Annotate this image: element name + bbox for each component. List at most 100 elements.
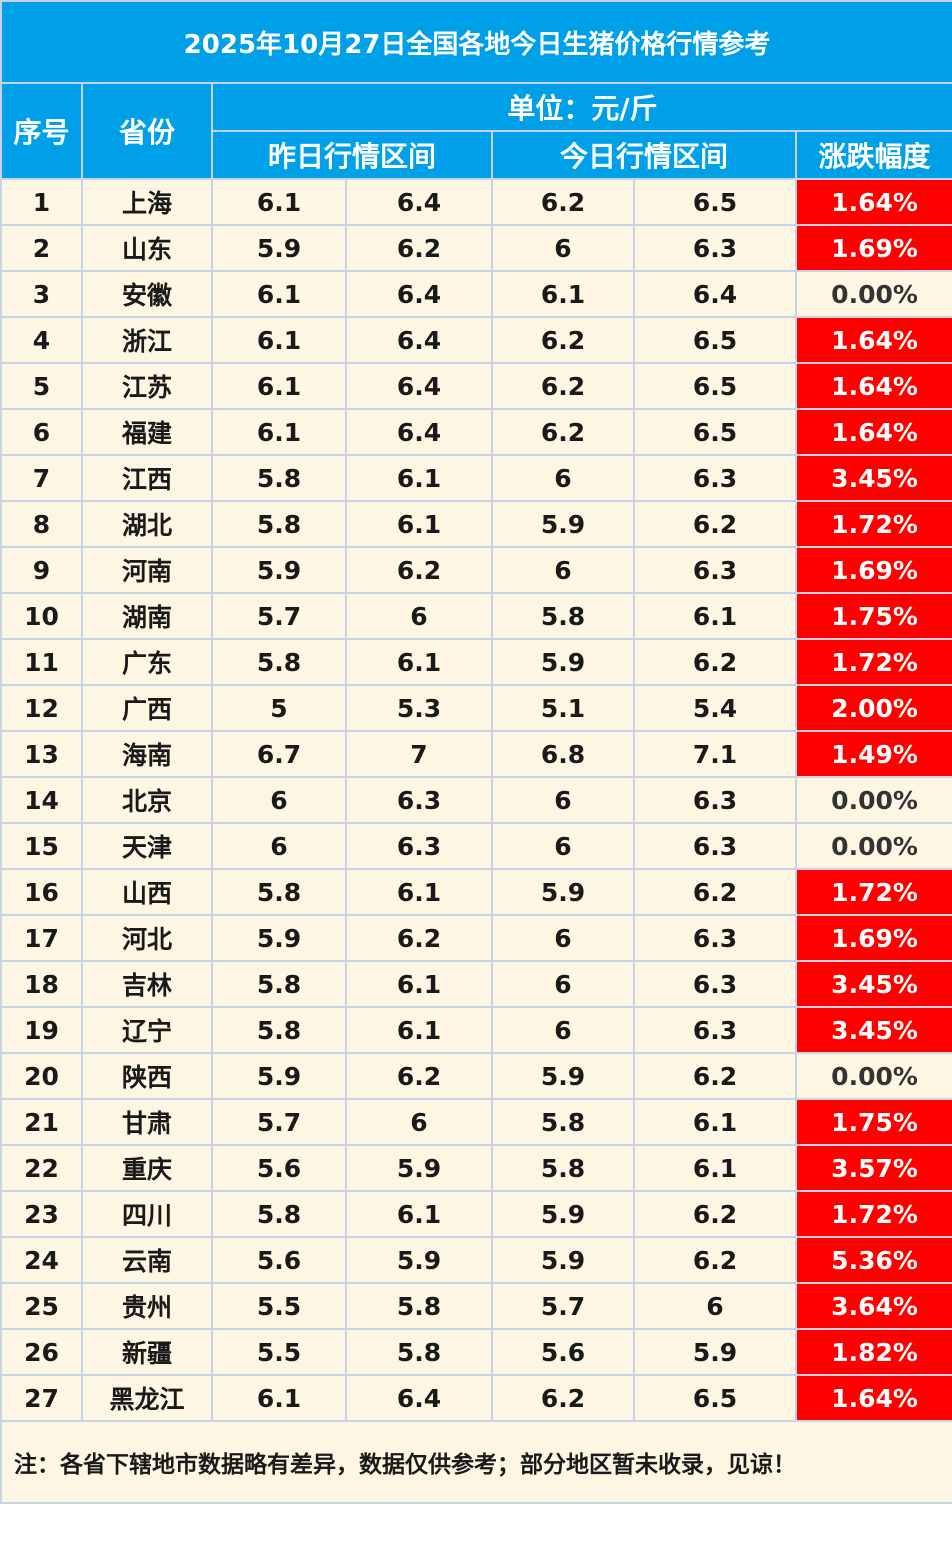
yesterday-low: 5.7 xyxy=(211,592,347,640)
today-low: 6 xyxy=(491,776,635,824)
row-index: 16 xyxy=(0,868,83,916)
today-high: 6.4 xyxy=(633,270,797,318)
today-low: 6 xyxy=(491,224,635,272)
today-low: 6 xyxy=(491,822,635,870)
yesterday-high: 5.8 xyxy=(345,1328,493,1376)
change-percent: 1.72% xyxy=(794,638,952,686)
today-low: 6 xyxy=(491,960,635,1008)
yesterday-low: 5 xyxy=(211,684,347,732)
change-percent: 1.69% xyxy=(794,546,952,594)
today-low: 5.8 xyxy=(491,1098,635,1146)
today-low: 5.9 xyxy=(491,500,635,548)
change-percent: 1.72% xyxy=(794,1190,952,1238)
header-province: 省份 xyxy=(81,82,213,180)
table-row: 24 云南 5.6 5.9 5.9 6.2 5.36% xyxy=(0,1236,952,1284)
yesterday-high: 7 xyxy=(345,730,493,778)
today-high: 6.3 xyxy=(633,546,797,594)
today-high: 6.5 xyxy=(633,316,797,364)
yesterday-high: 6.1 xyxy=(345,1006,493,1054)
yesterday-high: 6.3 xyxy=(345,822,493,870)
yesterday-low: 6.1 xyxy=(211,316,347,364)
yesterday-low: 6.1 xyxy=(211,270,347,318)
row-index: 1 xyxy=(0,178,83,226)
header-today-range: 今日行情区间 xyxy=(491,130,797,180)
province-name: 新疆 xyxy=(81,1328,213,1376)
today-high: 6.5 xyxy=(633,1374,797,1422)
yesterday-low: 6.1 xyxy=(211,178,347,226)
today-low: 6 xyxy=(491,454,635,502)
province-name: 江西 xyxy=(81,454,213,502)
today-low: 5.8 xyxy=(491,592,635,640)
row-index: 24 xyxy=(0,1236,83,1284)
today-low: 6.2 xyxy=(491,178,635,226)
row-index: 2 xyxy=(0,224,83,272)
province-name: 天津 xyxy=(81,822,213,870)
row-index: 11 xyxy=(0,638,83,686)
yesterday-low: 5.8 xyxy=(211,868,347,916)
province-name: 吉林 xyxy=(81,960,213,1008)
row-index: 5 xyxy=(0,362,83,410)
row-index: 15 xyxy=(0,822,83,870)
table-row: 21 甘肃 5.7 6 5.8 6.1 1.75% xyxy=(0,1098,952,1146)
province-name: 安徽 xyxy=(81,270,213,318)
today-high: 6.5 xyxy=(633,362,797,410)
change-percent: 1.64% xyxy=(794,316,952,364)
table-row: 7 江西 5.8 6.1 6 6.3 3.45% xyxy=(0,454,952,502)
change-percent: 1.64% xyxy=(794,1374,952,1422)
change-percent: 1.64% xyxy=(794,408,952,456)
row-index: 7 xyxy=(0,454,83,502)
change-percent: 1.75% xyxy=(794,1098,952,1146)
today-high: 6.3 xyxy=(633,776,797,824)
today-low: 6.2 xyxy=(491,316,635,364)
row-index: 22 xyxy=(0,1144,83,1192)
yesterday-high: 6.3 xyxy=(345,776,493,824)
row-index: 3 xyxy=(0,270,83,318)
today-high: 6.5 xyxy=(633,178,797,226)
today-high: 6.2 xyxy=(633,638,797,686)
change-percent: 0.00% xyxy=(794,1052,952,1100)
row-index: 19 xyxy=(0,1006,83,1054)
change-percent: 1.72% xyxy=(794,500,952,548)
today-high: 6.3 xyxy=(633,1006,797,1054)
table-row: 15 天津 6 6.3 6 6.3 0.00% xyxy=(0,822,952,870)
yesterday-high: 6.2 xyxy=(345,546,493,594)
province-name: 河北 xyxy=(81,914,213,962)
today-high: 6.2 xyxy=(633,1190,797,1238)
table-row: 20 陕西 5.9 6.2 5.9 6.2 0.00% xyxy=(0,1052,952,1100)
yesterday-low: 5.6 xyxy=(211,1144,347,1192)
yesterday-low: 5.8 xyxy=(211,1190,347,1238)
today-high: 6 xyxy=(633,1282,797,1330)
row-index: 18 xyxy=(0,960,83,1008)
today-high: 6.3 xyxy=(633,960,797,1008)
yesterday-low: 6 xyxy=(211,822,347,870)
row-index: 6 xyxy=(0,408,83,456)
change-percent: 1.69% xyxy=(794,914,952,962)
yesterday-low: 6.7 xyxy=(211,730,347,778)
table-row: 3 安徽 6.1 6.4 6.1 6.4 0.00% xyxy=(0,270,952,318)
today-high: 6.5 xyxy=(633,408,797,456)
province-name: 浙江 xyxy=(81,316,213,364)
footnote: 注：各省下辖地市数据略有差异，数据仅供参考；部分地区暂未收录，见谅！ xyxy=(0,1420,952,1504)
row-index: 26 xyxy=(0,1328,83,1376)
yesterday-high: 6.1 xyxy=(345,638,493,686)
today-high: 6.2 xyxy=(633,868,797,916)
table-row: 22 重庆 5.6 5.9 5.8 6.1 3.57% xyxy=(0,1144,952,1192)
today-low: 6.1 xyxy=(491,270,635,318)
yesterday-high: 6.1 xyxy=(345,868,493,916)
yesterday-low: 6 xyxy=(211,776,347,824)
yesterday-high: 6.1 xyxy=(345,960,493,1008)
province-name: 山东 xyxy=(81,224,213,272)
today-high: 6.1 xyxy=(633,592,797,640)
change-percent: 1.64% xyxy=(794,178,952,226)
yesterday-low: 5.8 xyxy=(211,1006,347,1054)
today-low: 6.2 xyxy=(491,408,635,456)
yesterday-high: 6.2 xyxy=(345,1052,493,1100)
row-index: 21 xyxy=(0,1098,83,1146)
today-low: 5.9 xyxy=(491,1190,635,1238)
today-low: 6 xyxy=(491,914,635,962)
change-percent: 1.49% xyxy=(794,730,952,778)
table-row: 23 四川 5.8 6.1 5.9 6.2 1.72% xyxy=(0,1190,952,1238)
row-index: 25 xyxy=(0,1282,83,1330)
change-percent: 1.82% xyxy=(794,1328,952,1376)
